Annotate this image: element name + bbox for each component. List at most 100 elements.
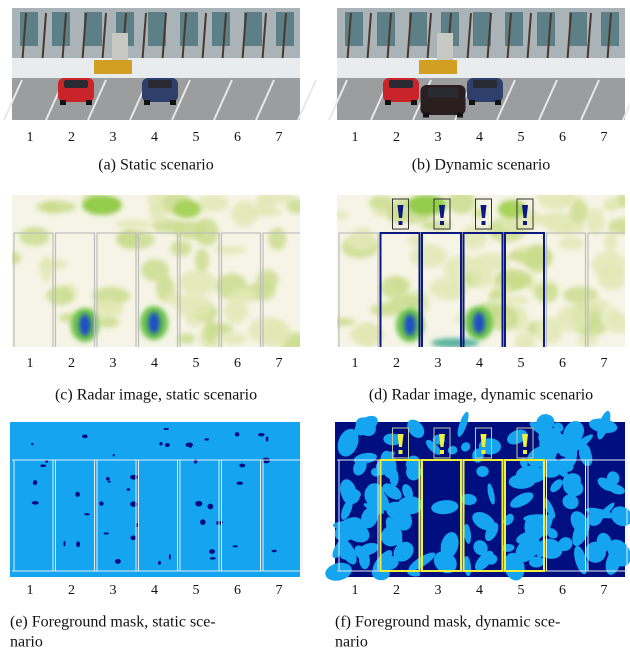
mask-speck xyxy=(195,501,202,507)
mask-speck xyxy=(205,438,209,440)
panel-caption: (b) Dynamic scenario xyxy=(412,157,551,174)
window xyxy=(52,12,70,46)
radar-blob xyxy=(605,230,618,253)
car-wheel xyxy=(469,100,475,105)
slot-label: 2 xyxy=(68,356,75,371)
radar-blob xyxy=(221,333,246,345)
window xyxy=(569,12,587,46)
car-window xyxy=(148,80,172,88)
radar-blob xyxy=(498,200,526,218)
window xyxy=(244,12,262,46)
slot-label: 3 xyxy=(110,130,117,145)
mask-speck xyxy=(159,442,162,445)
window xyxy=(180,12,198,46)
slot-label: 6 xyxy=(559,356,566,371)
mask-speck xyxy=(84,513,90,515)
slot-label: 5 xyxy=(518,356,525,371)
radar-blob xyxy=(173,200,201,218)
radar-image xyxy=(6,187,314,359)
mask-speck xyxy=(33,480,38,485)
panel-caption: nario xyxy=(335,634,368,651)
photo xyxy=(329,8,630,120)
slot-label: 3 xyxy=(435,583,442,598)
radar-blob xyxy=(150,204,168,224)
radar-blob xyxy=(448,190,476,214)
mask-speck xyxy=(99,501,103,505)
car-window xyxy=(428,88,458,98)
radar-blob xyxy=(260,320,291,347)
radar-blob xyxy=(559,236,584,250)
mask-speck xyxy=(164,428,169,430)
radar-blob xyxy=(40,256,52,282)
slot-label: 4 xyxy=(476,130,483,145)
foreground-mask xyxy=(10,422,302,577)
radar-blob xyxy=(354,323,380,347)
mask-speck xyxy=(258,433,265,436)
radar-image xyxy=(319,184,630,355)
mask-speck xyxy=(207,504,213,510)
radar-blob xyxy=(380,276,408,299)
radar-blob xyxy=(592,251,627,279)
snow xyxy=(12,58,300,80)
radar-blob xyxy=(526,214,563,225)
slot-label: 1 xyxy=(352,356,359,371)
window xyxy=(409,12,427,46)
radar-blob xyxy=(195,249,209,272)
slot-label: 5 xyxy=(193,583,200,598)
radar-blob xyxy=(369,195,394,211)
car-wheel xyxy=(457,113,463,118)
radar-blob xyxy=(470,267,494,287)
slot-label: 6 xyxy=(559,583,566,598)
slot-label: 7 xyxy=(601,356,608,371)
slot-label: 2 xyxy=(393,583,400,598)
slot-label: 4 xyxy=(476,583,483,598)
car-window xyxy=(473,80,497,88)
mask-speck xyxy=(210,557,216,560)
slot-label: 6 xyxy=(559,130,566,145)
radar-blob xyxy=(506,277,530,285)
mask-speck xyxy=(266,437,269,442)
mask-speck xyxy=(40,464,46,467)
slot-label: 3 xyxy=(110,356,117,371)
radar-blob xyxy=(557,186,572,206)
mask-speck xyxy=(76,541,80,547)
radar-blob xyxy=(410,244,447,268)
radar-blob xyxy=(170,240,191,256)
window xyxy=(345,12,363,46)
mask-speck xyxy=(169,554,171,560)
slot-label: 5 xyxy=(193,130,200,145)
mask-speck xyxy=(272,550,277,553)
window xyxy=(505,12,523,46)
radar-peak xyxy=(148,312,160,334)
car-wheel xyxy=(170,100,176,105)
slot-label: 1 xyxy=(352,583,359,598)
figure: 1 2 3 4 5 6 7 (a) Static scenario 1 2 3 4 5 6 7 (b) Dyn… xyxy=(0,0,630,654)
car-window xyxy=(389,80,413,88)
mask-speck xyxy=(32,501,39,505)
radar-blob xyxy=(268,228,286,251)
mask-speck xyxy=(106,477,110,481)
radar-blob xyxy=(179,270,217,296)
radar-blob xyxy=(603,202,620,211)
slot-label: 4 xyxy=(151,583,158,598)
window xyxy=(537,12,555,46)
gate xyxy=(112,33,128,63)
radar-blob xyxy=(515,332,536,355)
mask-speck xyxy=(235,432,240,436)
foreground-mask xyxy=(323,409,630,583)
radar-peak xyxy=(79,314,91,336)
slot-label: 7 xyxy=(601,583,608,598)
car-wheel xyxy=(411,100,417,105)
panel-caption: (d) Radar image, dynamic scenario xyxy=(369,387,593,404)
radar-blob xyxy=(176,293,213,318)
mask-speck xyxy=(239,464,245,468)
car-wheel xyxy=(385,100,391,105)
barrier xyxy=(419,60,457,74)
radar-blob xyxy=(141,259,169,281)
slot-label: 3 xyxy=(435,130,442,145)
radar-blob xyxy=(98,317,119,328)
mask-speck xyxy=(63,541,65,547)
slot-label: 5 xyxy=(193,356,200,371)
panel-caption: (a) Static scenario xyxy=(98,157,214,174)
car-wheel xyxy=(86,100,92,105)
